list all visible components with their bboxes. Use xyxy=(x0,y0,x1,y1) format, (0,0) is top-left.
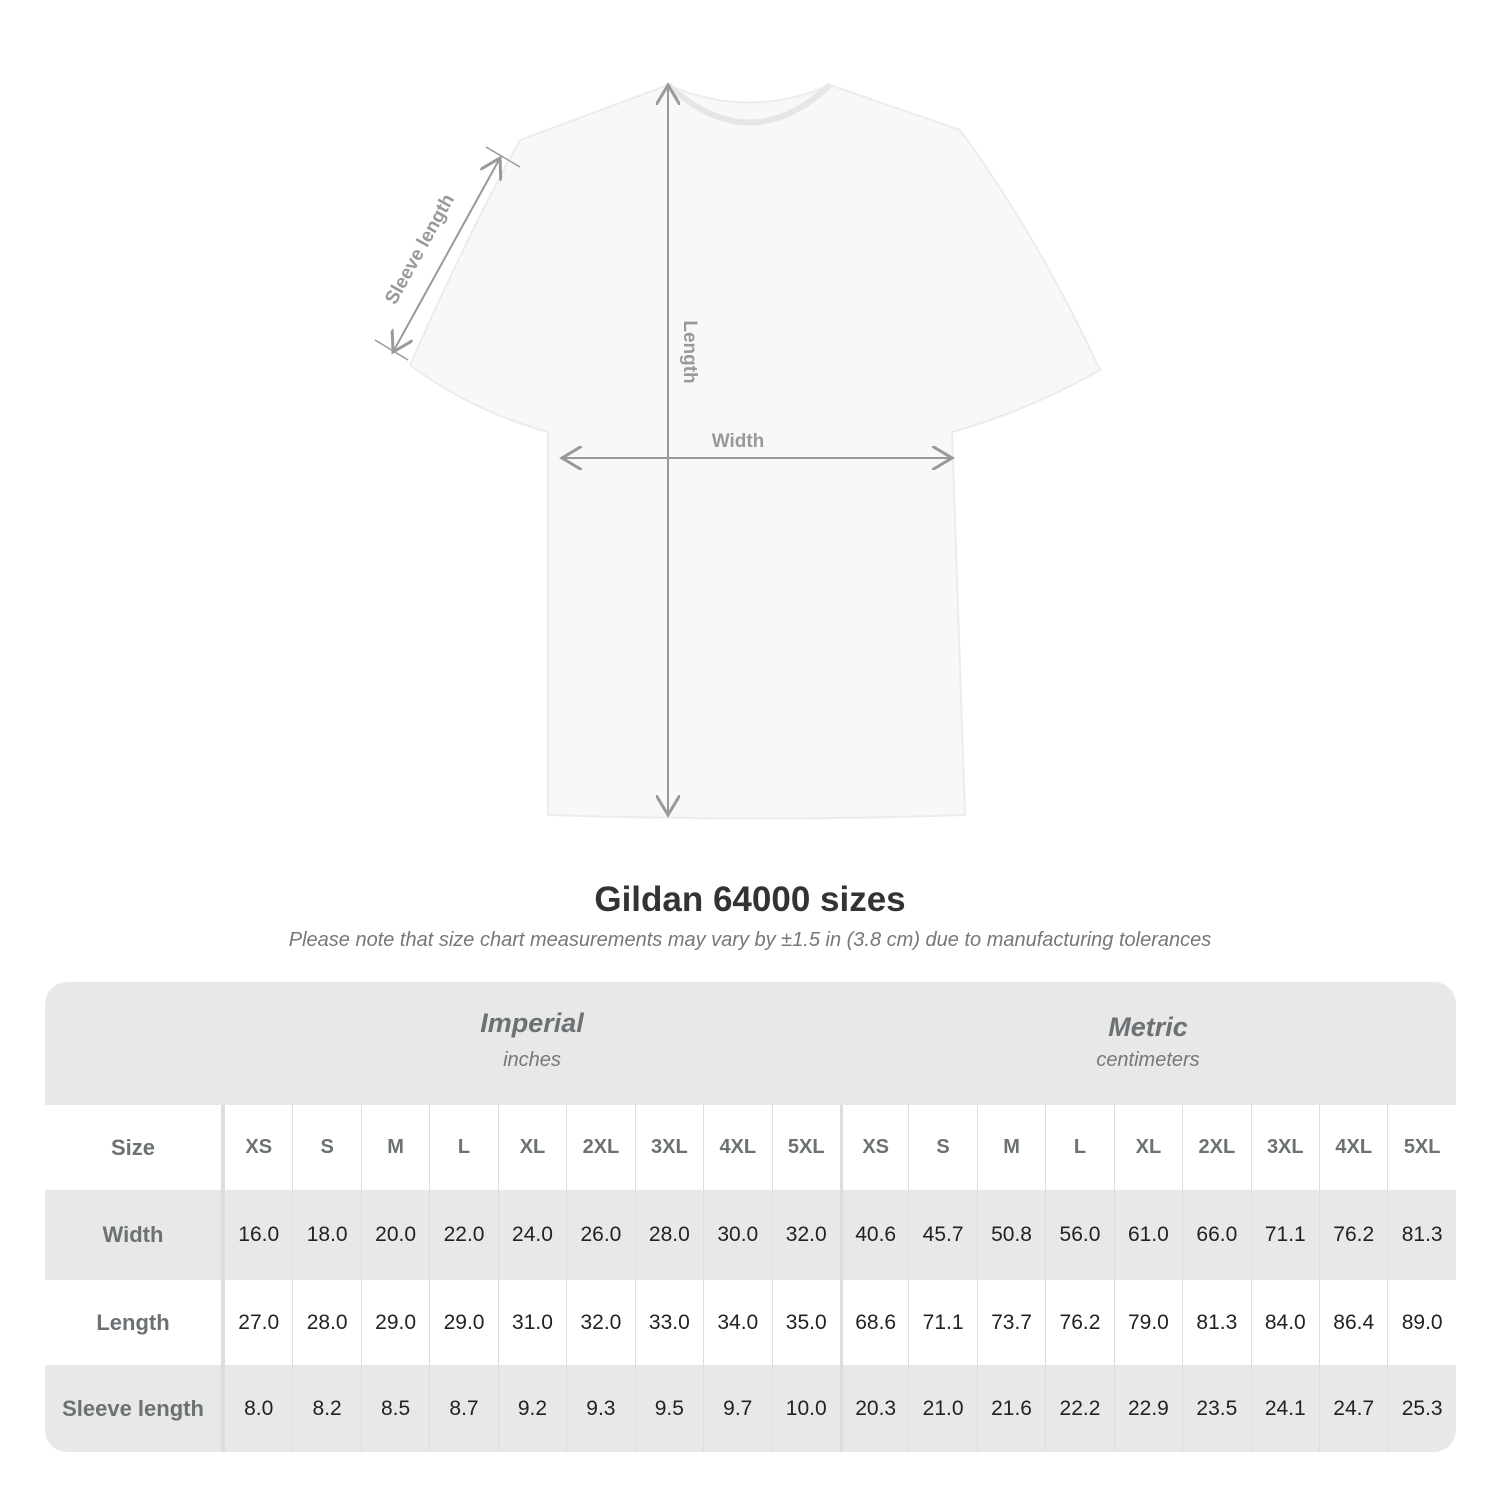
table-cell: 32.0 xyxy=(566,1280,634,1365)
table-cell: 9.2 xyxy=(497,1365,566,1452)
table-cell: 45.7 xyxy=(908,1190,976,1280)
table-cell: 21.6 xyxy=(976,1365,1045,1452)
size-header-cell: S xyxy=(908,1105,976,1190)
table-cell: 24.7 xyxy=(1319,1365,1387,1452)
imperial-unit: inches xyxy=(503,1049,561,1071)
imperial-header: Imperial inches xyxy=(224,1008,840,1131)
table-cell: 84.0 xyxy=(1250,1280,1319,1365)
row-label: Size xyxy=(45,1105,224,1190)
table-cell: 27.0 xyxy=(224,1280,292,1365)
table-cell: 8.5 xyxy=(360,1365,429,1452)
table-cell: 26.0 xyxy=(566,1190,634,1280)
table-cell: 22.0 xyxy=(429,1190,497,1280)
size-header-cell: S xyxy=(292,1105,360,1190)
metric-unit: centimeters xyxy=(1096,1049,1200,1071)
size-header-cell: 5XL xyxy=(771,1105,840,1190)
table-cell: 28.0 xyxy=(634,1190,703,1280)
metric-title: Metric xyxy=(1108,1012,1188,1042)
table-cell: 86.4 xyxy=(1319,1280,1387,1365)
table-cell: 76.2 xyxy=(1045,1280,1113,1365)
row-label: Sleeve length xyxy=(45,1365,224,1452)
tshirt-diagram: Sleeve length Length Width xyxy=(374,0,1102,820)
tolerance-note: Please note that size chart measurements… xyxy=(288,929,1212,951)
row-label: Length xyxy=(45,1280,224,1365)
table-cell: 20.3 xyxy=(839,1365,908,1452)
table-cell: 30.0 xyxy=(703,1190,771,1280)
table-cell: 9.7 xyxy=(703,1365,771,1452)
size-header-cell: 2XL xyxy=(566,1105,634,1190)
table-cell: 18.0 xyxy=(292,1190,360,1280)
length-label: Length xyxy=(679,320,700,383)
table-row: Size XS S M L XL 2XL 3XL 4XL 5XL XS S M L XL 2XL 3XL 4XL 5… xyxy=(45,1105,1456,1190)
table-cell: 9.3 xyxy=(566,1365,634,1452)
table-row: Width 16.0 18.0 20.0 22.0 24.0 26.0 28.0 30.0 32.… xyxy=(45,1190,1456,1280)
table-cell: 81.3 xyxy=(1182,1280,1250,1365)
size-table: Imperial inches Metric centimeters Size X… xyxy=(45,982,1456,1452)
metric-header: Metric centimeters xyxy=(840,1012,1456,1135)
table-cell: 89.0 xyxy=(1387,1280,1455,1365)
size-header-cell: M xyxy=(976,1105,1045,1190)
table-cell: 24.0 xyxy=(497,1190,566,1280)
row-label: Width xyxy=(45,1190,224,1280)
table-cell: 29.0 xyxy=(429,1280,497,1365)
table-row: Length 27.0 28.0 29.0 29.0 31.0 32.0 33.0 34.0 35… xyxy=(45,1280,1456,1365)
table-cell: 81.3 xyxy=(1387,1190,1455,1280)
table-cell: 61.0 xyxy=(1113,1190,1182,1280)
table-cell: 31.0 xyxy=(497,1280,566,1365)
table-cell: 25.3 xyxy=(1387,1365,1455,1452)
table-cell: 22.9 xyxy=(1113,1365,1182,1452)
table-cell: 73.7 xyxy=(976,1280,1045,1365)
table-cell: 20.0 xyxy=(360,1190,429,1280)
size-header-cell: L xyxy=(1045,1105,1113,1190)
size-header-cell: 4XL xyxy=(1319,1105,1387,1190)
sleeve-arrow-end-tick xyxy=(374,339,409,361)
size-header-cell: 2XL xyxy=(1182,1105,1250,1190)
sleeve-arrow xyxy=(393,158,500,352)
table-cell: 23.5 xyxy=(1182,1365,1250,1452)
table-cell: 40.6 xyxy=(839,1190,908,1280)
size-header-cell: XS xyxy=(224,1105,292,1190)
table-cell: 71.1 xyxy=(908,1280,976,1365)
table-cell: 35.0 xyxy=(771,1280,840,1365)
size-header-cell: L xyxy=(429,1105,497,1190)
size-header-cell: M xyxy=(360,1105,429,1190)
table-cell: 34.0 xyxy=(703,1280,771,1365)
table-cell: 22.2 xyxy=(1045,1365,1113,1452)
table-cell: 24.1 xyxy=(1250,1365,1319,1452)
table-cell: 79.0 xyxy=(1113,1280,1182,1365)
table-cell: 50.8 xyxy=(976,1190,1045,1280)
size-header-cell: 5XL xyxy=(1387,1105,1455,1190)
table-cell: 21.0 xyxy=(908,1365,976,1452)
table-cell: 8.0 xyxy=(224,1365,292,1452)
table-cell: 29.0 xyxy=(360,1280,429,1365)
table-cell: 16.0 xyxy=(224,1190,292,1280)
table-cell: 71.1 xyxy=(1250,1190,1319,1280)
table-cell: 32.0 xyxy=(771,1190,840,1280)
width-label: Width xyxy=(712,431,765,452)
size-header-cell: XS xyxy=(839,1105,908,1190)
table-cell: 68.6 xyxy=(839,1280,908,1365)
table-cell: 56.0 xyxy=(1045,1190,1113,1280)
size-header-cell: XL xyxy=(497,1105,566,1190)
table-cell: 66.0 xyxy=(1182,1190,1250,1280)
table-cell: 76.2 xyxy=(1319,1190,1387,1280)
table-cell: 28.0 xyxy=(292,1280,360,1365)
tshirt-collar xyxy=(665,82,833,126)
table-cell: 9.5 xyxy=(634,1365,703,1452)
table-cell: 33.0 xyxy=(634,1280,703,1365)
table-cell: 8.2 xyxy=(292,1365,360,1452)
size-header-cell: 3XL xyxy=(634,1105,703,1190)
size-header-cell: 4XL xyxy=(703,1105,771,1190)
table-cell: 10.0 xyxy=(771,1365,840,1452)
size-header-cell: XL xyxy=(1113,1105,1182,1190)
size-header-cell: 3XL xyxy=(1250,1105,1319,1190)
page-title: Gildan 64000 sizes xyxy=(594,880,906,919)
table-cell: 8.7 xyxy=(429,1365,497,1452)
sleeve-arrow-end-tick xyxy=(485,146,521,168)
table-row: Sleeve length 8.0 8.2 8.5 8.7 9.2 9.3 9.5 9.7 10.… xyxy=(45,1365,1456,1452)
imperial-title: Imperial xyxy=(480,1008,584,1038)
